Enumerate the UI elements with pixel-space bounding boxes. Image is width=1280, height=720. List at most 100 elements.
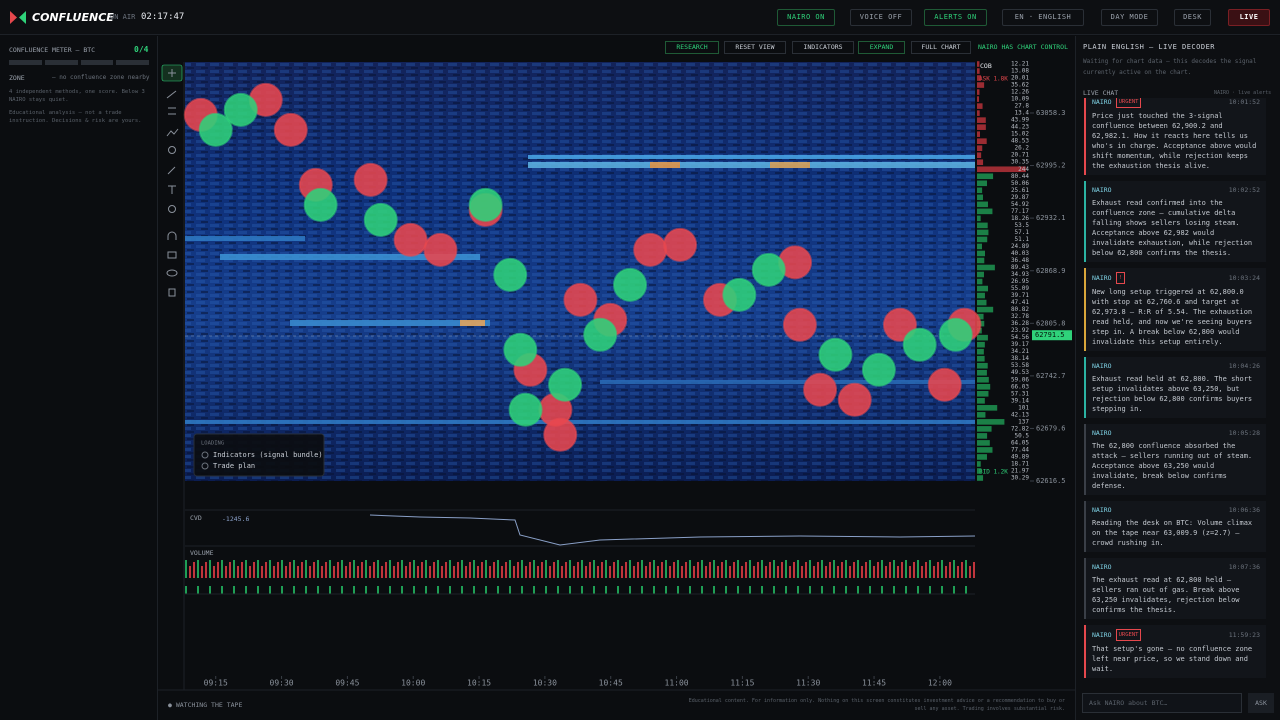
bid-label: BID 1.2K [979, 469, 1008, 476]
ladder-bar [977, 89, 980, 95]
message-author: NAIRO [1092, 506, 1112, 514]
header-button[interactable]: ALERTS ON [924, 9, 987, 26]
chat-message: NAIRO! 10:03:24 New long setup triggered a… [1084, 268, 1266, 351]
ladder-size: 42.13 [1011, 411, 1029, 418]
message-header: NAIRO URGENT 11:59:23 [1092, 629, 1260, 641]
ladder-size: 36.28 [1011, 320, 1029, 327]
ladder-bar [977, 96, 980, 102]
header-button[interactable]: EN · ENGLISH [1002, 9, 1084, 26]
ladder-size: 18.26 [1011, 215, 1029, 222]
toolbar-button[interactable]: RESET VIEW [724, 41, 786, 54]
message-time: 10:03:24 [1228, 274, 1260, 282]
toolbar-button[interactable]: EXPAND [858, 41, 905, 54]
chat-title: LIVE CHAT [1083, 89, 1119, 97]
chart: CVD -1245.6 VOLUME COB ASK 1.8K BID 1.2K… [158, 61, 1075, 691]
ladder-bar [977, 222, 988, 229]
right-panel: PLAIN ENGLISH — LIVE DECODER Waiting for… [1075, 36, 1280, 720]
trade-bubble [803, 372, 838, 407]
chat-list: imbalance to bids shows absorption, but … [1076, 98, 1274, 684]
ladder-bar [977, 180, 988, 187]
ladder-size: 51.1 [1015, 236, 1030, 243]
ladder-size: 20.01 [1011, 75, 1029, 82]
ladder-size: 25.61 [1011, 187, 1029, 194]
cvd-line [369, 514, 976, 546]
toolbar-button[interactable]: FULL CHART [911, 41, 971, 54]
ladder-bar [977, 243, 982, 250]
ladder-bar [977, 257, 985, 264]
header-button[interactable]: LIVE [1228, 9, 1270, 26]
header-button[interactable]: NAIRO ON [777, 9, 835, 26]
ladder-size: 30.29 [1011, 475, 1029, 482]
brand: CONFLUENCE [32, 11, 114, 24]
message-header: NAIRO 10:07:36 [1092, 562, 1260, 572]
ladder-bar [977, 236, 988, 243]
message-text: The exhaust read at 62,800 held — seller… [1092, 576, 1240, 614]
ladder-bar [977, 138, 987, 144]
loading-item: Indicators (signal bundle) [213, 451, 323, 459]
header-button[interactable]: DESK [1174, 9, 1211, 26]
chart-control-status: NAIRO HAS CHART CONTROL [978, 43, 1069, 51]
ladder-bar [977, 306, 994, 313]
ladder-size: 54.92 [1011, 201, 1029, 208]
header-button[interactable]: DAY MODE [1101, 9, 1158, 26]
ladder-bar [977, 405, 998, 411]
x-tick-label: 11:30 [796, 679, 820, 688]
ladder-size: 39.71 [1011, 292, 1029, 299]
ladder-bar [977, 419, 1005, 425]
loading-item: Trade plan [213, 462, 255, 470]
message-header: NAIRO 10:05:28 [1092, 428, 1260, 438]
cvd-value: -1245.6 [222, 515, 249, 523]
ask-input[interactable]: Ask NAIRO about BTC… [1082, 693, 1242, 713]
ladder-size: 30.35 [1011, 159, 1029, 166]
ladder-bar [977, 131, 981, 137]
ladder-size: 21.97 [1011, 467, 1029, 474]
trade-bubble [503, 332, 538, 367]
ladder-bar [977, 152, 982, 159]
ladder-size: 39.17 [1011, 341, 1029, 348]
ladder-bar [977, 355, 985, 362]
ladder-bar [977, 376, 989, 383]
ladder-bar [977, 82, 985, 88]
ladder-size: 38.14 [1011, 355, 1029, 362]
ladder-size: 47.41 [1011, 299, 1029, 306]
ladder-bar [977, 124, 986, 130]
trade-bubble [722, 277, 757, 312]
ladder-bar [977, 440, 990, 446]
toolbar-button[interactable]: INDICATORS [792, 41, 854, 54]
ladder-bar [977, 313, 984, 320]
ladder-bar [977, 278, 983, 285]
ladder-bar [977, 187, 983, 194]
trade-bubble [583, 317, 618, 352]
trade-bubble [633, 232, 668, 267]
y-tick-label: 62679.6 [1036, 424, 1066, 432]
cvd-label: CVD [190, 514, 202, 522]
ladder-size: 244 [1018, 166, 1029, 173]
ladder-size: 13.08 [1011, 68, 1029, 75]
ladder-size: 32.78 [1011, 313, 1029, 320]
ladder-bar [977, 271, 984, 278]
ladder-size: 10.09 [1011, 96, 1029, 103]
meter-disclaimer: Educational analysis — not a trade instr… [9, 110, 142, 124]
ladder-bar [977, 447, 993, 453]
x-tick-label: 10:15 [467, 679, 491, 688]
meter-title: CONFLUENCE METER — BTC [9, 46, 96, 54]
header-button[interactable]: VOICE OFF [850, 9, 912, 26]
x-tick-label: 09:30 [270, 679, 294, 688]
ladder-size: 57.31 [1011, 390, 1029, 397]
toolbar-button[interactable]: RESEARCH [665, 41, 719, 54]
ladder-bar [977, 110, 980, 116]
ladder-bar [977, 383, 991, 390]
ladder-size: 49.53 [1011, 369, 1029, 376]
ladder-size: 12.26 [1011, 89, 1029, 96]
ask-button[interactable]: ASK [1248, 693, 1274, 713]
message-text: Reading the desk on BTC: Volume climax o… [1092, 519, 1253, 547]
ladder-size: 18.71 [1011, 460, 1029, 467]
chat-message: NAIRO 10:02:52 Exhaust read confirmed into… [1084, 181, 1266, 262]
drawing-tools [161, 64, 183, 297]
ladder-size: 55.09 [1011, 285, 1029, 292]
ladder-bar [977, 201, 988, 208]
ladder-size: 53.5 [1015, 222, 1030, 229]
message-header: NAIRO! 10:03:24 [1092, 272, 1260, 284]
ladder-size: 72.82 [1011, 425, 1029, 432]
